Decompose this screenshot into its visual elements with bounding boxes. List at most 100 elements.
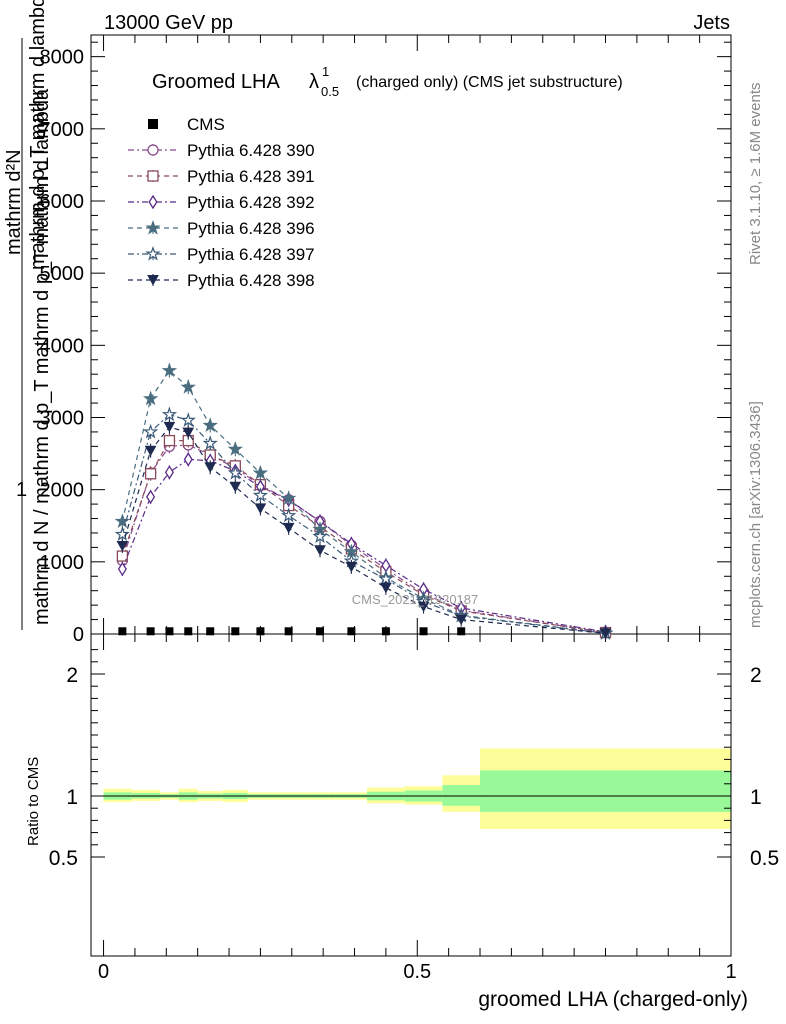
legend-label: Pythia 6.428 397 bbox=[187, 245, 315, 264]
series-point bbox=[146, 489, 156, 505]
cms-data-point bbox=[256, 627, 265, 636]
x-tick-label: 1 bbox=[725, 961, 736, 983]
series-layer bbox=[114, 362, 614, 641]
analysis-watermark: CMS_2021_I1920187 bbox=[352, 592, 479, 607]
legend-marker bbox=[147, 275, 159, 286]
series-point bbox=[161, 362, 178, 378]
series-point bbox=[252, 465, 269, 480]
cms-data-layer bbox=[118, 627, 466, 636]
series-line bbox=[121, 426, 606, 634]
y-tick-label: 6000 bbox=[40, 191, 85, 213]
legend-marker bbox=[145, 246, 161, 261]
series-point bbox=[345, 561, 358, 573]
legend-marker bbox=[145, 220, 161, 235]
y-tick-label: 8000 bbox=[40, 47, 85, 69]
y-tick-label: 4000 bbox=[40, 335, 85, 357]
title-sup: 1 bbox=[322, 64, 329, 79]
y-axis-label: 1 mathrm d²N mathrm d p_T mathrm d lambd… bbox=[3, 0, 53, 630]
header-right: Jets bbox=[693, 12, 730, 34]
cms-data-point bbox=[316, 627, 325, 636]
series-point bbox=[163, 421, 176, 433]
series-point bbox=[114, 526, 131, 541]
legend-label: CMS bbox=[187, 115, 225, 134]
legend-label: Pythia 6.428 392 bbox=[187, 193, 315, 212]
series-point bbox=[161, 406, 178, 422]
y-label-denominator: mathrm d N / mathrm d p_T mathrm d p_T m… bbox=[31, 88, 53, 625]
ratio-plot-frame bbox=[90, 633, 732, 957]
series-point bbox=[227, 441, 244, 456]
cms-data-point bbox=[146, 627, 155, 636]
series-point bbox=[280, 507, 297, 523]
cms-data-point bbox=[419, 627, 428, 636]
x-tick-label: 0 bbox=[98, 961, 109, 983]
y-tick-label: 7000 bbox=[40, 119, 85, 141]
legend: CMS Pythia 6.428 390 Pythia 6.428 391 Pythi… bbox=[128, 115, 315, 290]
mcplots-info: mcplots.cern.ch [arXiv:1306.3436] bbox=[747, 401, 764, 628]
ratio-tick-label-right: 1 bbox=[750, 786, 762, 809]
series-point bbox=[182, 427, 195, 439]
cms-data-point bbox=[457, 627, 466, 636]
title-rest: (charged only) (CMS jet substructure) bbox=[356, 74, 623, 91]
legend-label: Pythia 6.428 391 bbox=[187, 167, 315, 186]
ratio-green-band bbox=[442, 785, 481, 806]
legend-marker bbox=[148, 194, 158, 210]
y-label-numerator: mathrm d²N bbox=[3, 149, 25, 255]
y-tick-label: 1000 bbox=[40, 552, 85, 574]
legend-marker bbox=[147, 170, 159, 182]
cms-data-point bbox=[347, 627, 356, 636]
legend-marker-cms bbox=[148, 119, 158, 129]
series-point bbox=[117, 561, 127, 577]
series-point bbox=[312, 528, 328, 544]
x-tick-label: 0.5 bbox=[403, 961, 431, 983]
title-lambda: λ bbox=[309, 71, 319, 93]
plot-title: Groomed LHA λ 1 0.5 (charged only) (CMS … bbox=[152, 64, 623, 99]
axes: 1000 2000 3000 4000 5000 6000 7000 8000 0 0 0.5 1 0.… bbox=[40, 35, 779, 983]
legend-label: Pythia 6.428 398 bbox=[187, 271, 315, 290]
cms-data-point bbox=[118, 627, 127, 636]
ratio-tick-label-right: 2 bbox=[750, 664, 762, 687]
series-point bbox=[183, 452, 193, 467]
ratio-tick-label-left: 0.5 bbox=[49, 847, 78, 870]
series-point bbox=[314, 545, 326, 556]
cms-data-point bbox=[184, 627, 193, 636]
series-point bbox=[417, 601, 430, 613]
series-point bbox=[204, 462, 217, 473]
series-point bbox=[163, 434, 176, 447]
legend-label: Pythia 6.428 390 bbox=[187, 141, 315, 160]
title-main: Groomed LHA bbox=[152, 71, 280, 93]
title-sub: 0.5 bbox=[321, 84, 339, 99]
ratio-tick-label-right: 0.5 bbox=[750, 847, 779, 870]
series-point bbox=[180, 379, 196, 394]
cms-data-point bbox=[165, 627, 174, 636]
ratio-y-label: Ratio to CMS bbox=[25, 757, 42, 846]
series-point bbox=[202, 417, 218, 432]
series-point bbox=[180, 412, 196, 427]
series-point bbox=[142, 390, 159, 406]
cms-data-point bbox=[231, 627, 240, 636]
legend-marker bbox=[147, 144, 159, 156]
ratio-tick-label-left: 2 bbox=[66, 664, 78, 687]
series-point bbox=[227, 465, 244, 480]
series-point bbox=[254, 503, 267, 514]
y-tick-label: 5000 bbox=[40, 263, 85, 285]
rivet-info: Rivet 3.1.10, ≥ 1.6M events bbox=[747, 83, 764, 266]
series-point bbox=[164, 465, 174, 480]
y-label-denominator-top: mathrm d p_T mathrm d lambda bbox=[27, 0, 49, 270]
series-point bbox=[455, 614, 468, 626]
y-tick-label: 3000 bbox=[40, 407, 85, 429]
cms-data-point bbox=[381, 627, 390, 636]
y-tick-label: 2000 bbox=[40, 480, 85, 502]
ratio-green-band bbox=[480, 770, 731, 812]
series-point bbox=[229, 481, 242, 493]
series-point bbox=[280, 490, 297, 505]
series-point bbox=[252, 487, 269, 502]
y-tick-label: 0 bbox=[73, 624, 84, 646]
ratio-tick-label-left: 1 bbox=[66, 786, 78, 809]
series-point bbox=[202, 435, 218, 450]
series-point bbox=[282, 522, 295, 534]
series-point bbox=[144, 468, 157, 480]
series-point bbox=[116, 540, 129, 552]
x-axis-label: groomed LHA (charged-only) bbox=[478, 988, 748, 1011]
series-point bbox=[144, 445, 157, 457]
